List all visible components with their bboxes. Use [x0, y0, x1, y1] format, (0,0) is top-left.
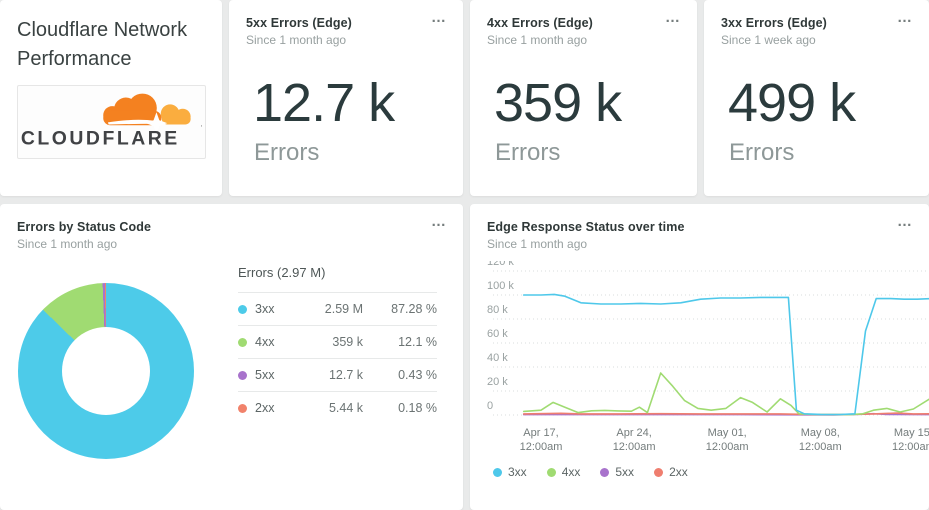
panel-menu-button[interactable]: …: [897, 9, 913, 26]
svg-text:60 k: 60 k: [487, 328, 508, 340]
legend-label: 3xx: [508, 465, 527, 479]
series-color-dot: [238, 337, 247, 347]
x-axis-tick: Apr 24, 12:00am: [612, 427, 656, 453]
panel-edge-response-status: Edge Response Status over time Since 1 m…: [470, 204, 929, 510]
donut-chart-area: Errors (2.97 M) 3xx 2.59 M 87.28 % 4xx 3…: [17, 257, 447, 459]
legend-label: 4xx: [255, 335, 275, 349]
billboard-value: 499 k: [728, 73, 856, 133]
legend-percent: 12.1 %: [398, 335, 437, 349]
legend-label: 2xx: [669, 465, 688, 479]
legend-value: 2.59 M: [324, 302, 363, 316]
svg-text:120 k: 120 k: [487, 261, 514, 268]
svg-text:': ': [201, 124, 203, 133]
panel-menu-button[interactable]: …: [431, 213, 447, 230]
billboard-unit: Errors: [729, 139, 795, 166]
svg-text:0: 0: [487, 400, 493, 412]
legend-label: 4xx: [561, 465, 581, 479]
series-color-dot: [654, 467, 664, 477]
svg-text:20 k: 20 k: [487, 376, 508, 388]
panel-title: 4xx Errors (Edge): [487, 16, 593, 30]
series-color-dot: [600, 467, 610, 477]
panel-title: 3xx Errors (Edge): [721, 16, 827, 30]
legend-value: 5.44 k: [328, 401, 363, 415]
dashboard-title: Cloudflare Network Performance: [17, 19, 188, 70]
panel-title: Errors by Status Code: [17, 220, 152, 234]
cloudflare-logo-text: CLOUDFLARE: [21, 128, 180, 150]
svg-text:40 k: 40 k: [487, 352, 508, 364]
cloudflare-logo-image: CLOUDFLARE ': [21, 93, 203, 150]
series-color-dot: [546, 467, 556, 477]
legend-label: 2xx: [255, 401, 275, 415]
legend-percent: 0.18 %: [398, 401, 437, 415]
legend-row-2xx[interactable]: 2xx 5.44 k 0.18 %: [238, 391, 437, 424]
series-color-dot: [238, 304, 247, 314]
cloudflare-logo: CLOUDFLARE ': [17, 85, 206, 159]
legend-label: 5xx: [255, 368, 275, 382]
donut-chart[interactable]: [18, 283, 194, 459]
legend-item-3xx[interactable]: 3xx: [493, 465, 527, 479]
panel-errors-by-status-code: Errors by Status Code Since 1 month ago …: [0, 204, 463, 510]
svg-text:100 k: 100 k: [487, 280, 514, 292]
panel-title: Edge Response Status over time: [487, 220, 685, 234]
panel-subtitle: Since 1 month ago: [487, 33, 588, 47]
billboard-unit: Errors: [495, 139, 561, 166]
legend-label: 3xx: [255, 302, 275, 316]
legend-value: 12.7 k: [328, 368, 363, 382]
timeseries-chart[interactable]: 0 20 k 40 k 60 k 80 k 100 k 120 k: [487, 261, 929, 423]
donut-hole: [62, 327, 150, 415]
legend-percent: 87.28 %: [391, 302, 437, 316]
x-axis-tick: May 08, 12:00am: [798, 427, 842, 453]
series-color-dot: [238, 370, 247, 380]
legend-percent: 0.43 %: [398, 368, 437, 382]
panel-menu-button[interactable]: …: [431, 9, 447, 26]
panel-subtitle: Since 1 month ago: [246, 33, 347, 47]
x-axis-tick: May 15,12:00am: [891, 427, 929, 453]
x-axis: Apr 17, 12:00am Apr 24, 12:00am May 01, 12:…: [487, 423, 929, 455]
panel-3xx-errors: 3xx Errors (Edge) Since 1 week ago … 499…: [704, 0, 929, 196]
panel-4xx-errors: 4xx Errors (Edge) Since 1 month ago … 35…: [470, 0, 697, 196]
panel-subtitle: Since 1 month ago: [17, 237, 118, 251]
panel-5xx-errors: 5xx Errors (Edge) Since 1 month ago … 12…: [229, 0, 463, 196]
legend-item-2xx[interactable]: 2xx: [654, 465, 688, 479]
billboard-value: 359 k: [494, 73, 622, 133]
legend-item-4xx[interactable]: 4xx: [546, 465, 581, 479]
x-axis-tick: Apr 17, 12:00am: [519, 427, 563, 453]
x-axis-tick: May 01, 12:00am: [705, 427, 749, 453]
donut-legend-header: Errors (2.97 M): [238, 265, 326, 280]
legend-value: 359 k: [332, 335, 363, 349]
panel-title: 5xx Errors (Edge): [246, 16, 352, 30]
legend-row-5xx[interactable]: 5xx 12.7 k 0.43 %: [238, 358, 437, 391]
donut-legend-table: Errors (2.97 M) 3xx 2.59 M 87.28 % 4xx 3…: [238, 261, 437, 459]
dashboard-title-card: Cloudflare Network Performance: [0, 0, 222, 196]
legend-row-4xx[interactable]: 4xx 359 k 12.1 %: [238, 325, 437, 358]
legend-item-5xx[interactable]: 5xx: [600, 465, 634, 479]
panel-menu-button[interactable]: …: [897, 213, 913, 230]
legend-row-3xx[interactable]: 3xx 2.59 M 87.28 %: [238, 292, 437, 325]
timeseries-legend: 3xx 4xx 5xx 2xx: [493, 465, 913, 479]
billboard-value: 12.7 k: [253, 73, 395, 133]
series-color-dot: [493, 467, 502, 477]
panel-subtitle: Since 1 month ago: [487, 237, 588, 251]
panel-subtitle: Since 1 week ago: [721, 33, 816, 47]
legend-label: 5xx: [615, 465, 635, 479]
panel-menu-button[interactable]: …: [665, 9, 681, 26]
series-color-dot: [238, 403, 247, 413]
svg-text:80 k: 80 k: [487, 304, 508, 316]
billboard-unit: Errors: [254, 139, 320, 166]
